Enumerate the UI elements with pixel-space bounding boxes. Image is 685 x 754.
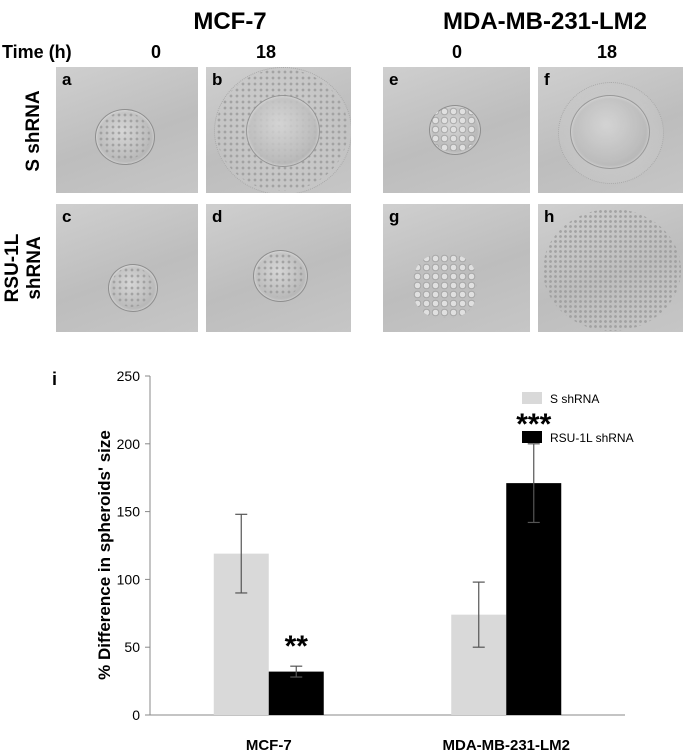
row-label-rsu1l-shrna: RSU-1L shRNA [2, 233, 45, 303]
error-bar [290, 665, 303, 678]
error-bar [527, 443, 540, 524]
row-label-s-shrna: S shRNA [23, 90, 44, 172]
significance-label: ** [285, 630, 309, 663]
spheroid-texture [111, 267, 153, 307]
error-bar [235, 513, 248, 594]
spheroid-texture [98, 112, 150, 160]
micrograph-panel-a: a [56, 67, 198, 193]
spheroid-texture [256, 253, 303, 297]
spheroid [570, 95, 650, 169]
legend-label: S shRNA [550, 392, 599, 406]
y-tick-label: 200 [117, 436, 141, 452]
bar-chart: i % Difference in spheroids' size 0 50 100… [52, 368, 634, 754]
panel-letter-b: b [212, 70, 223, 89]
time-point-mcf7-18: 18 [256, 42, 277, 62]
legend: S shRNA RSU-1L shRNA [522, 392, 634, 445]
micrograph-panel-g: g [383, 204, 530, 332]
y-tick-label: 0 [132, 707, 140, 723]
micrograph-panel-d: d [206, 204, 351, 332]
y-tick-label: 50 [124, 639, 140, 655]
dispersed-cells [543, 209, 681, 331]
time-point-mda-18: 18 [597, 42, 618, 62]
legend-swatch [522, 392, 542, 404]
y-tick-label: 250 [117, 368, 141, 384]
y-axis-title: % Difference in spheroids' size [95, 430, 114, 680]
panel-letter-d: d [212, 207, 223, 226]
panel-letter-a: a [62, 70, 72, 89]
chart-panel-letter: i [52, 369, 57, 389]
micrograph-panel-f: f [538, 67, 683, 193]
y-ticks: 0 50 100 150 200 250 [117, 368, 150, 723]
panel-letter-e: e [389, 70, 399, 89]
panel-letter-h: h [544, 207, 555, 226]
time-point-mda-0: 0 [452, 42, 463, 62]
panel-letter-c: c [62, 207, 72, 226]
x-tick-label: MCF-7 [246, 737, 292, 754]
x-tick-label: MDA-MB-231-LM2 [443, 737, 571, 754]
spheroid-texture [431, 107, 477, 151]
spheroid [246, 95, 320, 167]
spheroid-cluster [413, 254, 477, 318]
time-point-mcf7-0: 0 [151, 42, 162, 62]
column-title-mda: MDA-MB-231-LM2 [443, 8, 647, 35]
x-tick-labels: MCF-7 MDA-MB-231-LM2 [246, 737, 570, 754]
bar-rsu-1l-shrna-0 [268, 671, 324, 715]
time-label: Time (h) [2, 42, 72, 62]
column-title-mcf7: MCF-7 [193, 8, 267, 35]
micrograph-panel-c: c [56, 204, 198, 332]
error-bar [472, 581, 485, 648]
micrograph-panel-h: h [538, 204, 683, 332]
legend-swatch [522, 431, 542, 443]
y-tick-label: 100 [117, 571, 141, 587]
micrograph-panel-b: b [206, 67, 351, 193]
y-tick-label: 150 [117, 504, 141, 520]
legend-label: RSU-1L shRNA [550, 431, 634, 445]
bars: ***** [213, 408, 562, 715]
micrograph-panel-e: e [383, 67, 530, 193]
panel-letter-f: f [544, 70, 550, 89]
panel-letter-g: g [389, 207, 400, 226]
